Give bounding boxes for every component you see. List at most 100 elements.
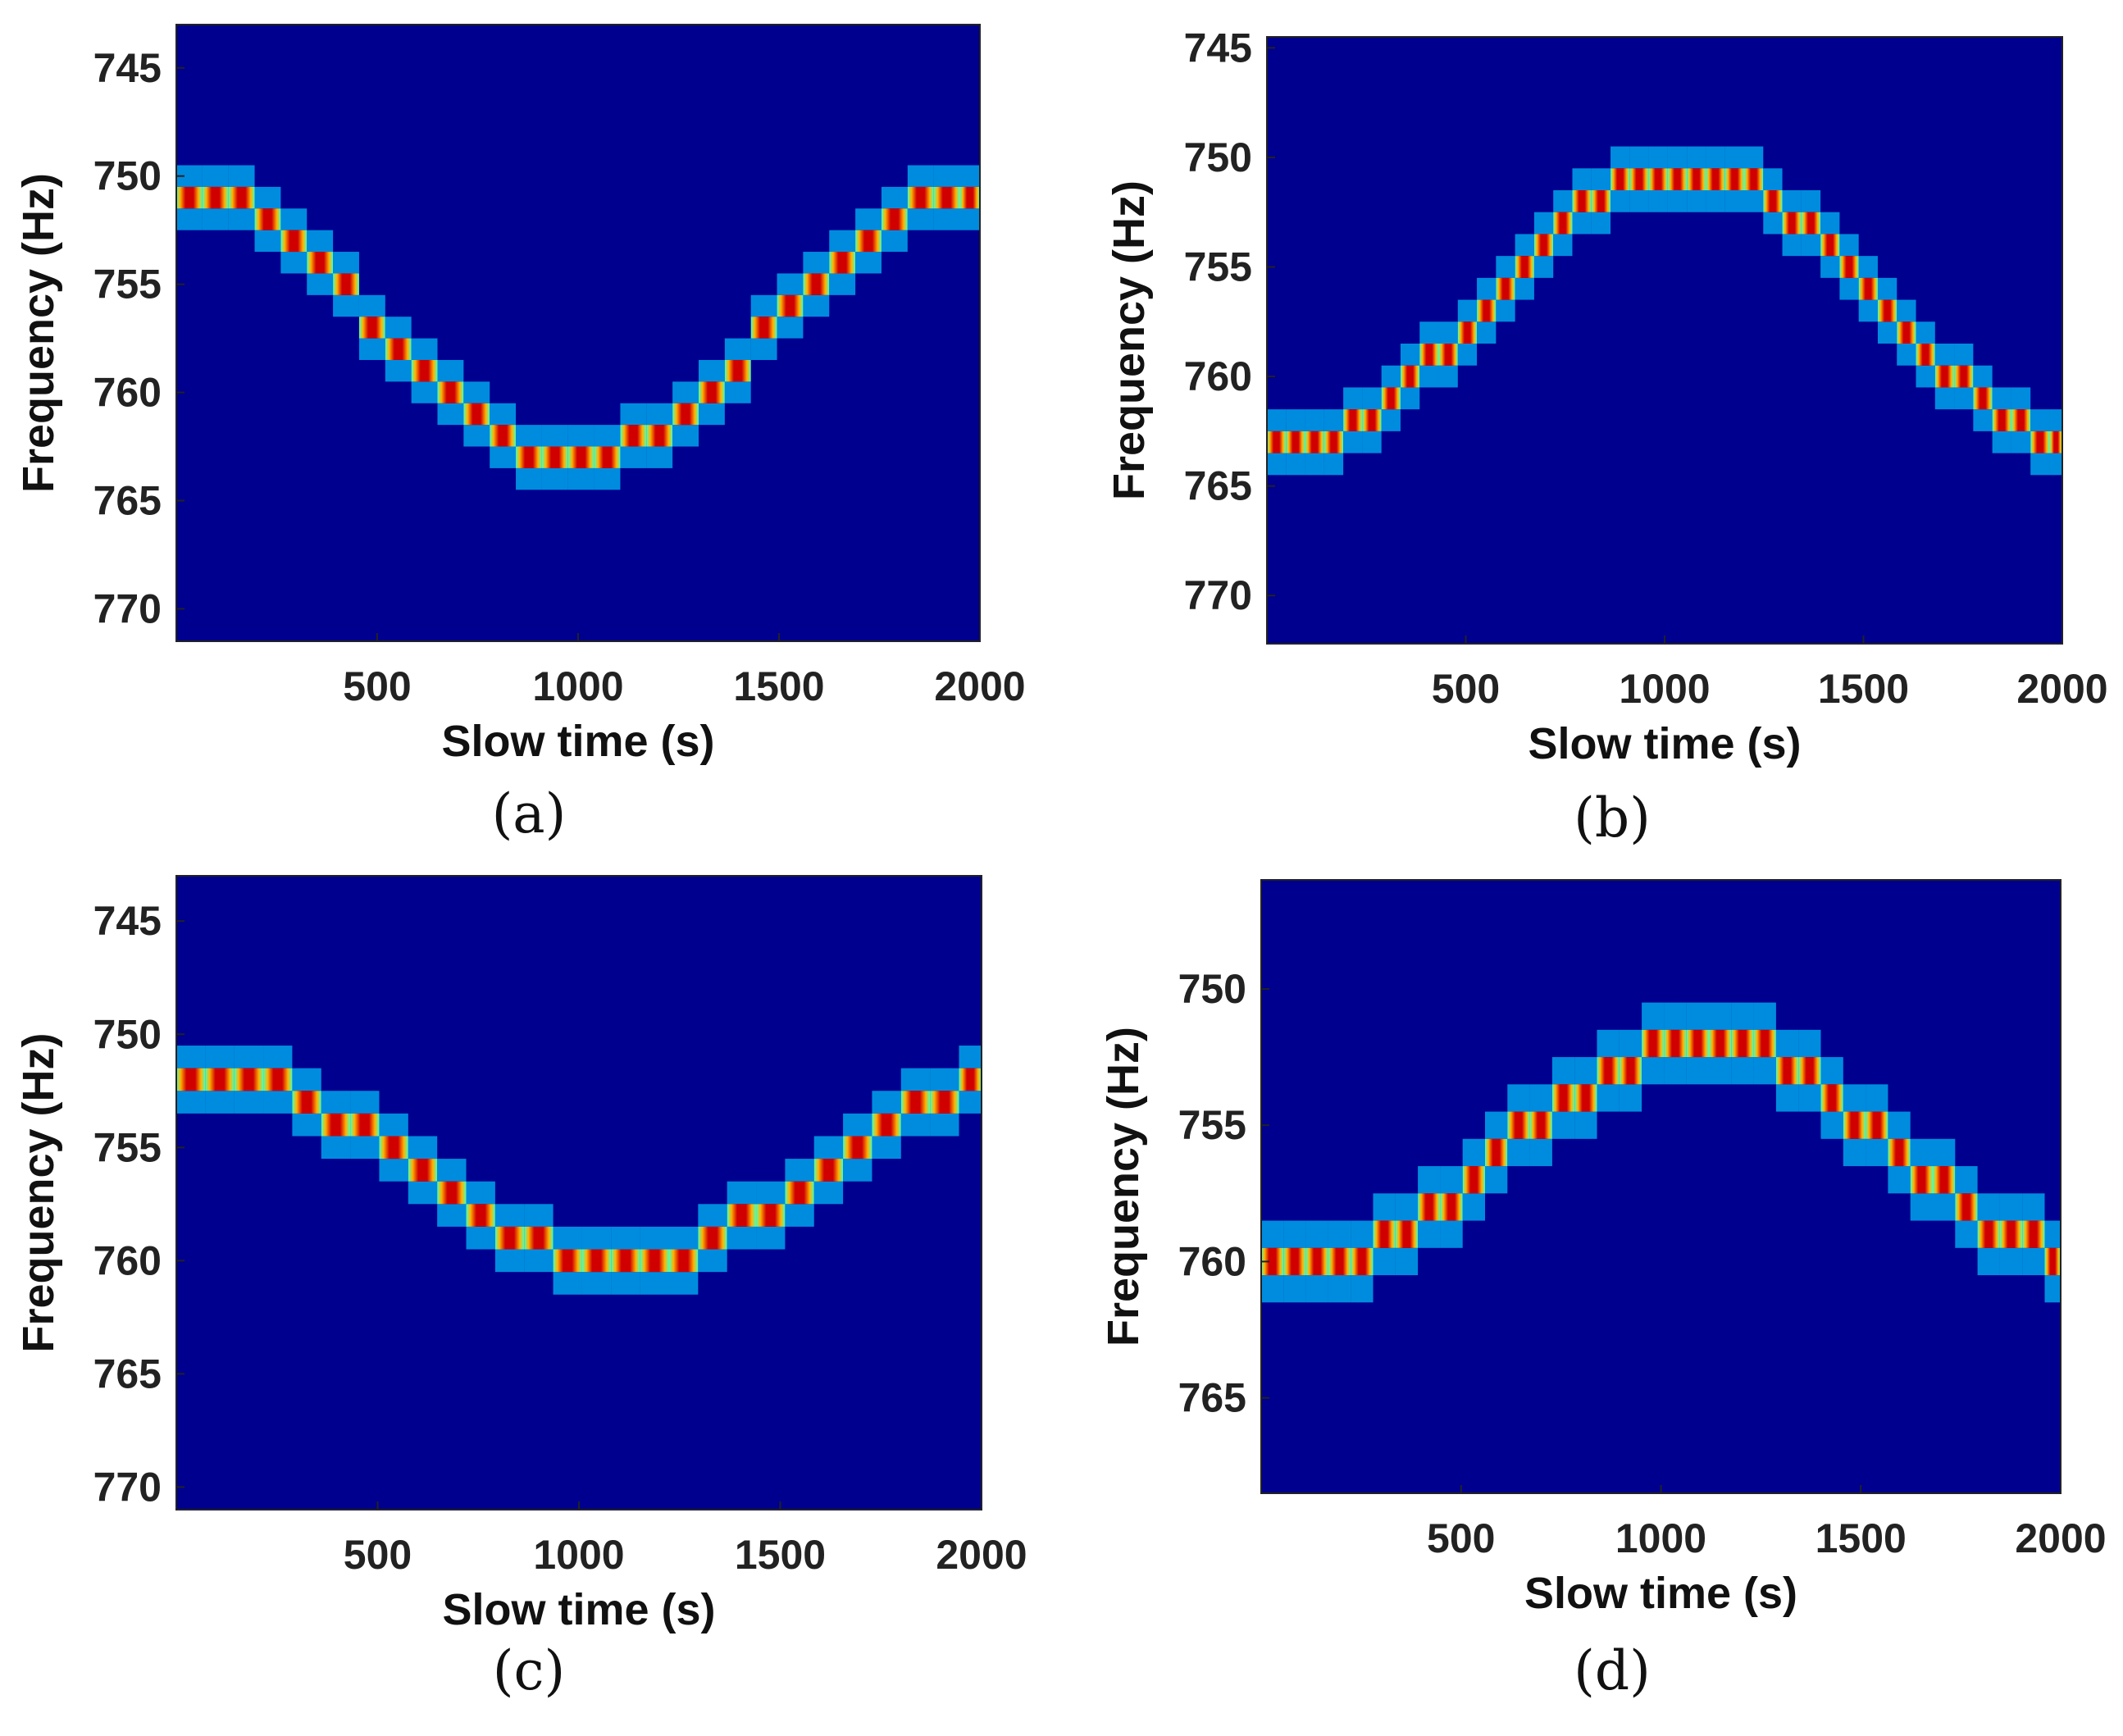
x-tick-label: 1000 [1615,1515,1706,1561]
track-cell [263,1068,293,1091]
track-halo-upper [813,1136,844,1160]
track-cell [1381,387,1401,410]
track-halo-lower [350,1136,380,1160]
frequency-track [176,165,980,490]
track-halo-upper [1820,1057,1843,1085]
x-tick-label: 500 [1432,666,1500,712]
track-cell [785,1181,814,1205]
track-halo-lower [1933,1193,1956,1221]
track-halo-lower [228,208,255,230]
track-halo-upper [567,425,595,447]
track-halo-upper [202,165,229,187]
y-tick-label: 765 [1184,463,1252,509]
track-cell [1820,1084,1843,1112]
track-cell [1418,1193,1441,1221]
track-cell [1642,1029,1665,1058]
track-halo-lower [254,230,281,253]
track-halo-lower [1888,1166,1911,1194]
y-tick-label: 760 [93,1237,162,1283]
track-cell [1515,256,1534,278]
y-tick-label: 750 [1184,134,1252,180]
track-halo-upper [516,425,542,447]
track-halo-upper [959,165,980,187]
track-halo-upper [1999,1193,2023,1221]
track-halo-upper [1839,234,1859,257]
track-halo-lower [1323,453,1344,476]
track-cell [843,1136,872,1160]
track-halo-upper [1801,190,1821,212]
x-tick-label: 1500 [1815,1515,1907,1561]
track-halo-upper [1916,321,1935,344]
track-cell [321,1113,351,1137]
y-tick-label: 755 [1184,244,1252,290]
track-cell [750,317,777,339]
track-cell [307,252,334,274]
track-halo-lower [567,467,595,490]
track-cell [1619,1057,1642,1085]
track-halo-lower [1267,453,1287,476]
track-halo-upper [1323,409,1344,431]
track-halo-upper [1553,190,1573,212]
track-halo-lower [933,208,960,230]
track-halo-lower [307,273,334,295]
track-cell [280,230,308,253]
track-halo-lower [292,1113,321,1137]
track-cell [516,446,542,468]
track-cell [494,1226,525,1250]
track-halo-upper [234,1046,264,1068]
track-halo-lower [1305,1275,1328,1303]
track-cell [1820,234,1840,257]
track-cell [959,186,980,209]
track-halo-lower [750,338,777,360]
track-cell [611,1249,640,1273]
track-cell [1323,431,1344,453]
y-tick-label: 760 [1178,1238,1246,1284]
track-halo-upper [2044,1220,2061,1248]
y-tick-label: 745 [1184,25,1252,71]
track-halo-lower [516,467,542,490]
track-halo-upper [668,1226,699,1250]
track-halo-upper [1858,256,1878,278]
y-tick-label: 755 [93,262,162,308]
track-cell [1305,431,1324,453]
track-halo-lower [1648,190,1668,212]
track-halo-lower [1591,212,1611,235]
track-halo-upper [254,186,281,209]
track-cell [254,208,281,230]
chart-panel-d: 750 755 760 765 500 1000 1500 2000 Slow time (s)… [1099,879,2107,1702]
panel-caption: (d) [1574,1639,1651,1702]
x-tick-label: 1500 [735,1532,826,1578]
track-cell [1798,1057,1821,1085]
track-halo-lower [1706,190,1725,212]
track-cell [2011,409,2031,431]
track-halo-upper [292,1068,321,1091]
track-cell [777,294,804,317]
plot-background [176,876,982,1510]
track-halo-upper [1888,1111,1911,1139]
track-halo-upper [1515,234,1534,257]
track-cell [1457,321,1478,344]
y-axis-label: Frequency (Hz) [1105,180,1154,500]
track-halo-lower [1820,256,1840,278]
track-halo-lower [234,1091,264,1114]
y-tick-label: 765 [93,1351,162,1397]
track-halo-upper [263,1046,293,1068]
track-cell [1999,1220,2023,1248]
track-halo-lower [1999,1247,2023,1276]
track-halo-upper [379,1113,408,1137]
x-axis-label: Slow time (s) [441,717,714,766]
track-halo-lower [524,1249,554,1273]
track-halo-upper [1753,1002,1776,1030]
track-halo-upper [490,403,517,426]
track-halo-lower [1457,344,1478,366]
track-halo-lower [2049,453,2062,476]
track-halo-upper [1551,1057,1575,1085]
chart-panel-b: 745 750 755 760 765 770 500 1000 1500 2000 Slow ti… [1105,25,2108,850]
track-halo-upper [1267,409,1287,431]
track-halo-lower [668,1272,699,1295]
track-halo-upper [466,1181,495,1205]
track-cell [1507,1111,1530,1139]
track-halo-lower [1574,1111,1597,1139]
track-halo-upper [1373,1193,1396,1221]
